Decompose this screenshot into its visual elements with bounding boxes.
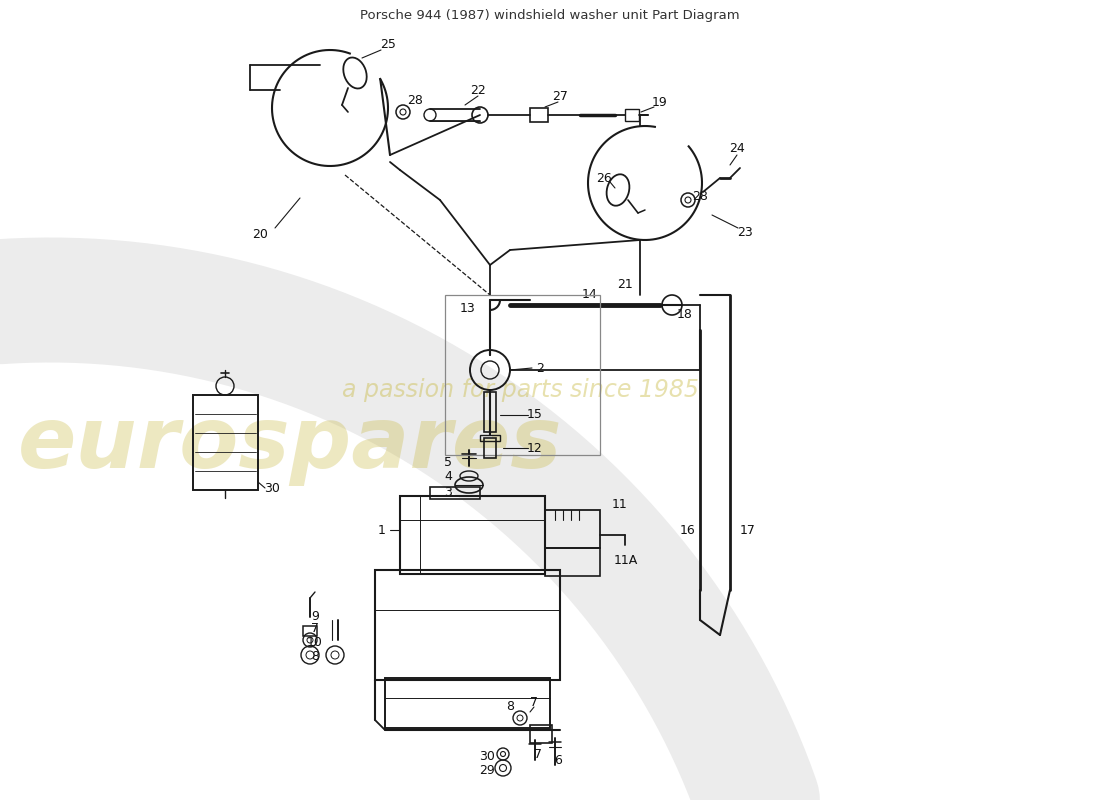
Text: 19: 19: [652, 97, 668, 110]
Text: 28: 28: [407, 94, 422, 106]
Text: Porsche 944 (1987) windshield washer unit Part Diagram: Porsche 944 (1987) windshield washer uni…: [360, 9, 740, 22]
Text: 25: 25: [381, 38, 396, 51]
Text: 21: 21: [617, 278, 632, 291]
Text: 30: 30: [480, 750, 495, 762]
Text: 18: 18: [678, 309, 693, 322]
Text: 20: 20: [252, 229, 268, 242]
Bar: [400, 496, 544, 574]
Bar: [302, 626, 317, 636]
Text: 24: 24: [729, 142, 745, 154]
Bar: [484, 438, 496, 458]
Bar: [375, 570, 560, 680]
Text: 2: 2: [536, 362, 543, 374]
Bar: [625, 109, 639, 121]
Text: 5: 5: [444, 455, 452, 469]
Text: eurospares: eurospares: [18, 403, 562, 486]
Text: 26: 26: [596, 171, 612, 185]
Bar: [530, 108, 548, 122]
Bar: [430, 487, 480, 499]
Text: 13: 13: [460, 302, 476, 314]
Bar: [192, 395, 258, 490]
Bar: [530, 725, 552, 743]
Text: 11A: 11A: [614, 554, 638, 566]
Text: 30: 30: [264, 482, 279, 494]
Bar: [544, 548, 600, 576]
Text: 9: 9: [311, 610, 319, 623]
Bar: [544, 510, 600, 548]
Text: 8: 8: [506, 701, 514, 714]
Text: 12: 12: [527, 442, 543, 454]
Text: 22: 22: [470, 83, 486, 97]
Text: 4: 4: [444, 470, 452, 482]
Text: 14: 14: [582, 289, 598, 302]
Text: 7: 7: [311, 622, 319, 635]
Text: 6: 6: [554, 754, 562, 766]
Text: 28: 28: [692, 190, 708, 202]
Bar: [385, 678, 550, 728]
Text: 7: 7: [530, 697, 538, 710]
Text: 1: 1: [378, 523, 386, 537]
Text: 11: 11: [612, 498, 628, 510]
Text: a passion for parts since 1985: a passion for parts since 1985: [342, 378, 698, 402]
Text: 27: 27: [552, 90, 568, 102]
Bar: [480, 435, 501, 441]
Text: 7: 7: [534, 749, 542, 762]
Text: 23: 23: [737, 226, 752, 239]
Text: 10: 10: [307, 637, 323, 650]
Text: 8: 8: [311, 650, 319, 663]
Text: 17: 17: [740, 523, 756, 537]
Text: 3: 3: [444, 486, 452, 498]
Bar: [446, 295, 600, 455]
Text: 29: 29: [480, 763, 495, 777]
Text: 16: 16: [680, 523, 696, 537]
Bar: [484, 392, 496, 432]
Text: 15: 15: [527, 409, 543, 422]
